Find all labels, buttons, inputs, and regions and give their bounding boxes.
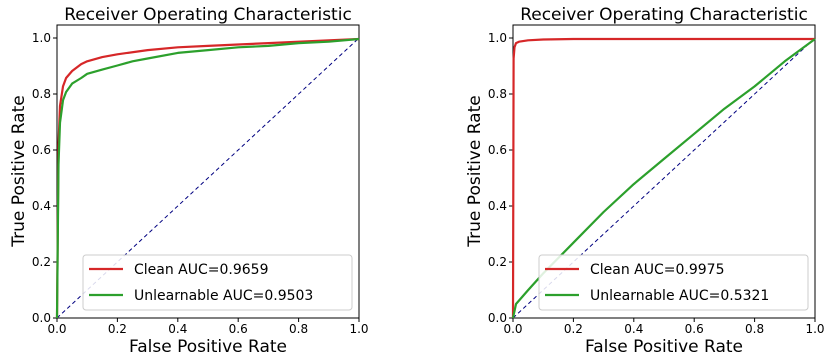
x-tick: 0.2 bbox=[108, 318, 127, 336]
x-tick: 1.0 bbox=[349, 318, 369, 336]
x-tick: 1.0 bbox=[805, 318, 825, 336]
series-line-unlearnable bbox=[511, 38, 816, 319]
x-tick-label: 0.8 bbox=[289, 322, 308, 336]
legend-box bbox=[82, 254, 353, 311]
legend: Clean AUC=0.9975 Unlearnable AUC=0.5321 bbox=[538, 254, 809, 311]
y-tick: 0.6 bbox=[32, 143, 57, 157]
y-tick-label: 0.2 bbox=[488, 255, 507, 269]
series-line-clean bbox=[55, 37, 360, 319]
x-tick-label: 0.0 bbox=[47, 322, 66, 336]
x-tick: 0.0 bbox=[503, 318, 523, 336]
roc-chart-right: Receiver Operating Characteristic 0.0 0.… bbox=[465, 5, 825, 354]
y-tick: 0.6 bbox=[488, 143, 513, 157]
y-tick: 0.2 bbox=[32, 255, 57, 269]
y-tick: 0.4 bbox=[32, 199, 57, 213]
roc-chart-left: Receiver Operating Characteristic 0.0 0.… bbox=[9, 5, 369, 354]
y-tick: 0.2 bbox=[488, 255, 513, 269]
x-tick-label: 1.0 bbox=[805, 322, 824, 336]
legend-entry: Unlearnable AUC=0.9503 bbox=[89, 288, 313, 304]
legend: Clean AUC=0.9659 Unlearnable AUC=0.9503 bbox=[82, 254, 353, 311]
y-tick-label: 0.8 bbox=[488, 87, 507, 101]
x-tick: 0.4 bbox=[168, 318, 187, 336]
x-tick-label: 0.8 bbox=[745, 322, 764, 336]
legend-entry: Clean AUC=0.9975 bbox=[545, 262, 725, 278]
y-tick-label: 1.0 bbox=[32, 31, 51, 45]
legend-label: Unlearnable AUC=0.9503 bbox=[134, 288, 313, 304]
y-tick: 0.0 bbox=[32, 311, 57, 325]
chart-title: Receiver Operating Characteristic bbox=[520, 5, 808, 25]
x-tick-label: 0.4 bbox=[624, 322, 643, 336]
y-tick: 0.4 bbox=[488, 199, 513, 213]
y-tick-label: 0.4 bbox=[32, 199, 51, 213]
chance-diagonal bbox=[512, 37, 816, 319]
y-axis: 0.0 0.2 0.4 0.6 0.8 1.0 bbox=[32, 31, 57, 325]
chart-title: Receiver Operating Characteristic bbox=[64, 5, 352, 25]
x-tick: 0.8 bbox=[745, 318, 764, 336]
x-axis-label: False Positive Rate bbox=[129, 337, 287, 354]
x-tick-label: 0.6 bbox=[685, 322, 704, 336]
x-axis: 0.0 0.2 0.4 0.6 0.8 1.0 bbox=[503, 318, 825, 336]
legend-entry: Clean AUC=0.9659 bbox=[89, 262, 269, 278]
legend-box bbox=[538, 254, 809, 311]
y-tick-label: 0.4 bbox=[488, 199, 507, 213]
plot-frame bbox=[56, 24, 360, 319]
y-tick: 0.8 bbox=[32, 87, 57, 101]
x-tick: 0.2 bbox=[564, 318, 583, 336]
y-axis-label: True Positive Rate bbox=[465, 95, 485, 247]
y-tick: 0.0 bbox=[488, 311, 513, 325]
legend-label: Unlearnable AUC=0.5321 bbox=[590, 288, 769, 304]
x-axis-label: False Positive Rate bbox=[585, 337, 743, 354]
x-tick: 0.6 bbox=[685, 318, 704, 336]
y-tick-label: 1.0 bbox=[488, 31, 507, 45]
legend-entry: Unlearnable AUC=0.5321 bbox=[545, 288, 769, 304]
y-tick-label: 0.6 bbox=[32, 143, 51, 157]
x-tick-label: 0.2 bbox=[108, 322, 127, 336]
y-tick-label: 0.0 bbox=[32, 311, 51, 325]
y-tick-label: 0.6 bbox=[488, 143, 507, 157]
y-tick: 1.0 bbox=[488, 31, 513, 45]
x-tick: 0.0 bbox=[47, 318, 67, 336]
y-tick: 0.8 bbox=[488, 87, 513, 101]
y-tick-label: 0.8 bbox=[32, 87, 51, 101]
y-tick-label: 0.0 bbox=[488, 311, 507, 325]
x-tick-label: 0.2 bbox=[564, 322, 583, 336]
chance-diagonal bbox=[56, 37, 360, 319]
series-line-clean bbox=[511, 37, 815, 319]
y-axis: 0.0 0.2 0.4 0.6 0.8 1.0 bbox=[488, 31, 513, 325]
x-tick-label: 1.0 bbox=[349, 322, 368, 336]
legend-label: Clean AUC=0.9975 bbox=[590, 262, 725, 278]
x-tick: 0.4 bbox=[624, 318, 643, 336]
x-tick-label: 0.0 bbox=[503, 322, 522, 336]
legend-label: Clean AUC=0.9659 bbox=[134, 262, 269, 278]
x-axis: 0.0 0.2 0.4 0.6 0.8 1.0 bbox=[47, 318, 369, 336]
x-tick-label: 0.4 bbox=[168, 322, 187, 336]
y-axis-label: True Positive Rate bbox=[9, 95, 29, 247]
x-tick: 0.8 bbox=[289, 318, 308, 336]
x-tick-label: 0.6 bbox=[229, 322, 248, 336]
x-tick: 0.6 bbox=[229, 318, 248, 336]
series-line-unlearnable bbox=[55, 37, 360, 319]
y-tick-label: 0.2 bbox=[32, 255, 51, 269]
y-tick: 1.0 bbox=[32, 31, 57, 45]
